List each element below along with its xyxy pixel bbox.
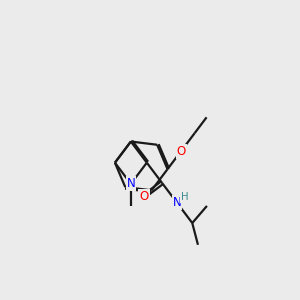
- Text: O: O: [139, 190, 148, 203]
- Text: N: N: [173, 196, 182, 209]
- Text: O: O: [176, 145, 186, 158]
- Text: N: N: [127, 177, 135, 190]
- Text: H: H: [181, 192, 188, 202]
